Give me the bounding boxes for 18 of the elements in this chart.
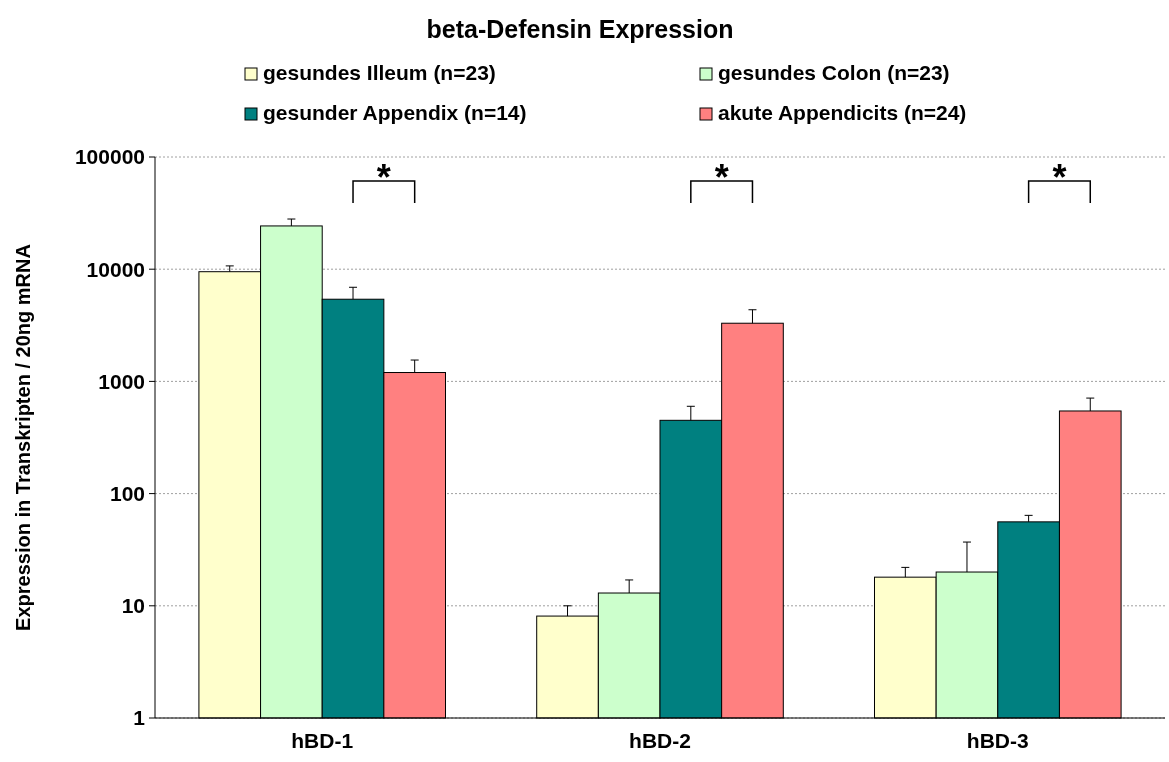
y-tick-label: 10000 — [86, 257, 145, 281]
x-tick-label: hBD-3 — [966, 729, 1029, 752]
y-tick-label: 1 — [133, 706, 146, 730]
annotation: * — [376, 157, 391, 198]
y-tick-label: 100 — [109, 481, 145, 505]
y-tick-label: 10 — [121, 594, 145, 618]
legend-label: gesundes Illeum (n=23) — [263, 61, 496, 84]
legend-label: akute Appendicits (n=24) — [718, 101, 967, 124]
x-tick-label: hBD-2 — [629, 729, 691, 752]
chart-title: beta-Defensin Expression — [426, 15, 734, 43]
annotation: * — [1052, 157, 1067, 198]
legend-label: gesunder Appendix (n=14) — [263, 101, 527, 124]
y-tick-label: 100000 — [74, 145, 145, 169]
y-tick-label: 1000 — [98, 369, 145, 393]
y-axis-title: Expression in Transkripten / 20ng mRNA — [12, 244, 34, 631]
x-tick-label: hBD-1 — [291, 729, 354, 752]
annotation: * — [714, 157, 729, 198]
legend-label: gesundes Colon (n=23) — [718, 61, 950, 84]
